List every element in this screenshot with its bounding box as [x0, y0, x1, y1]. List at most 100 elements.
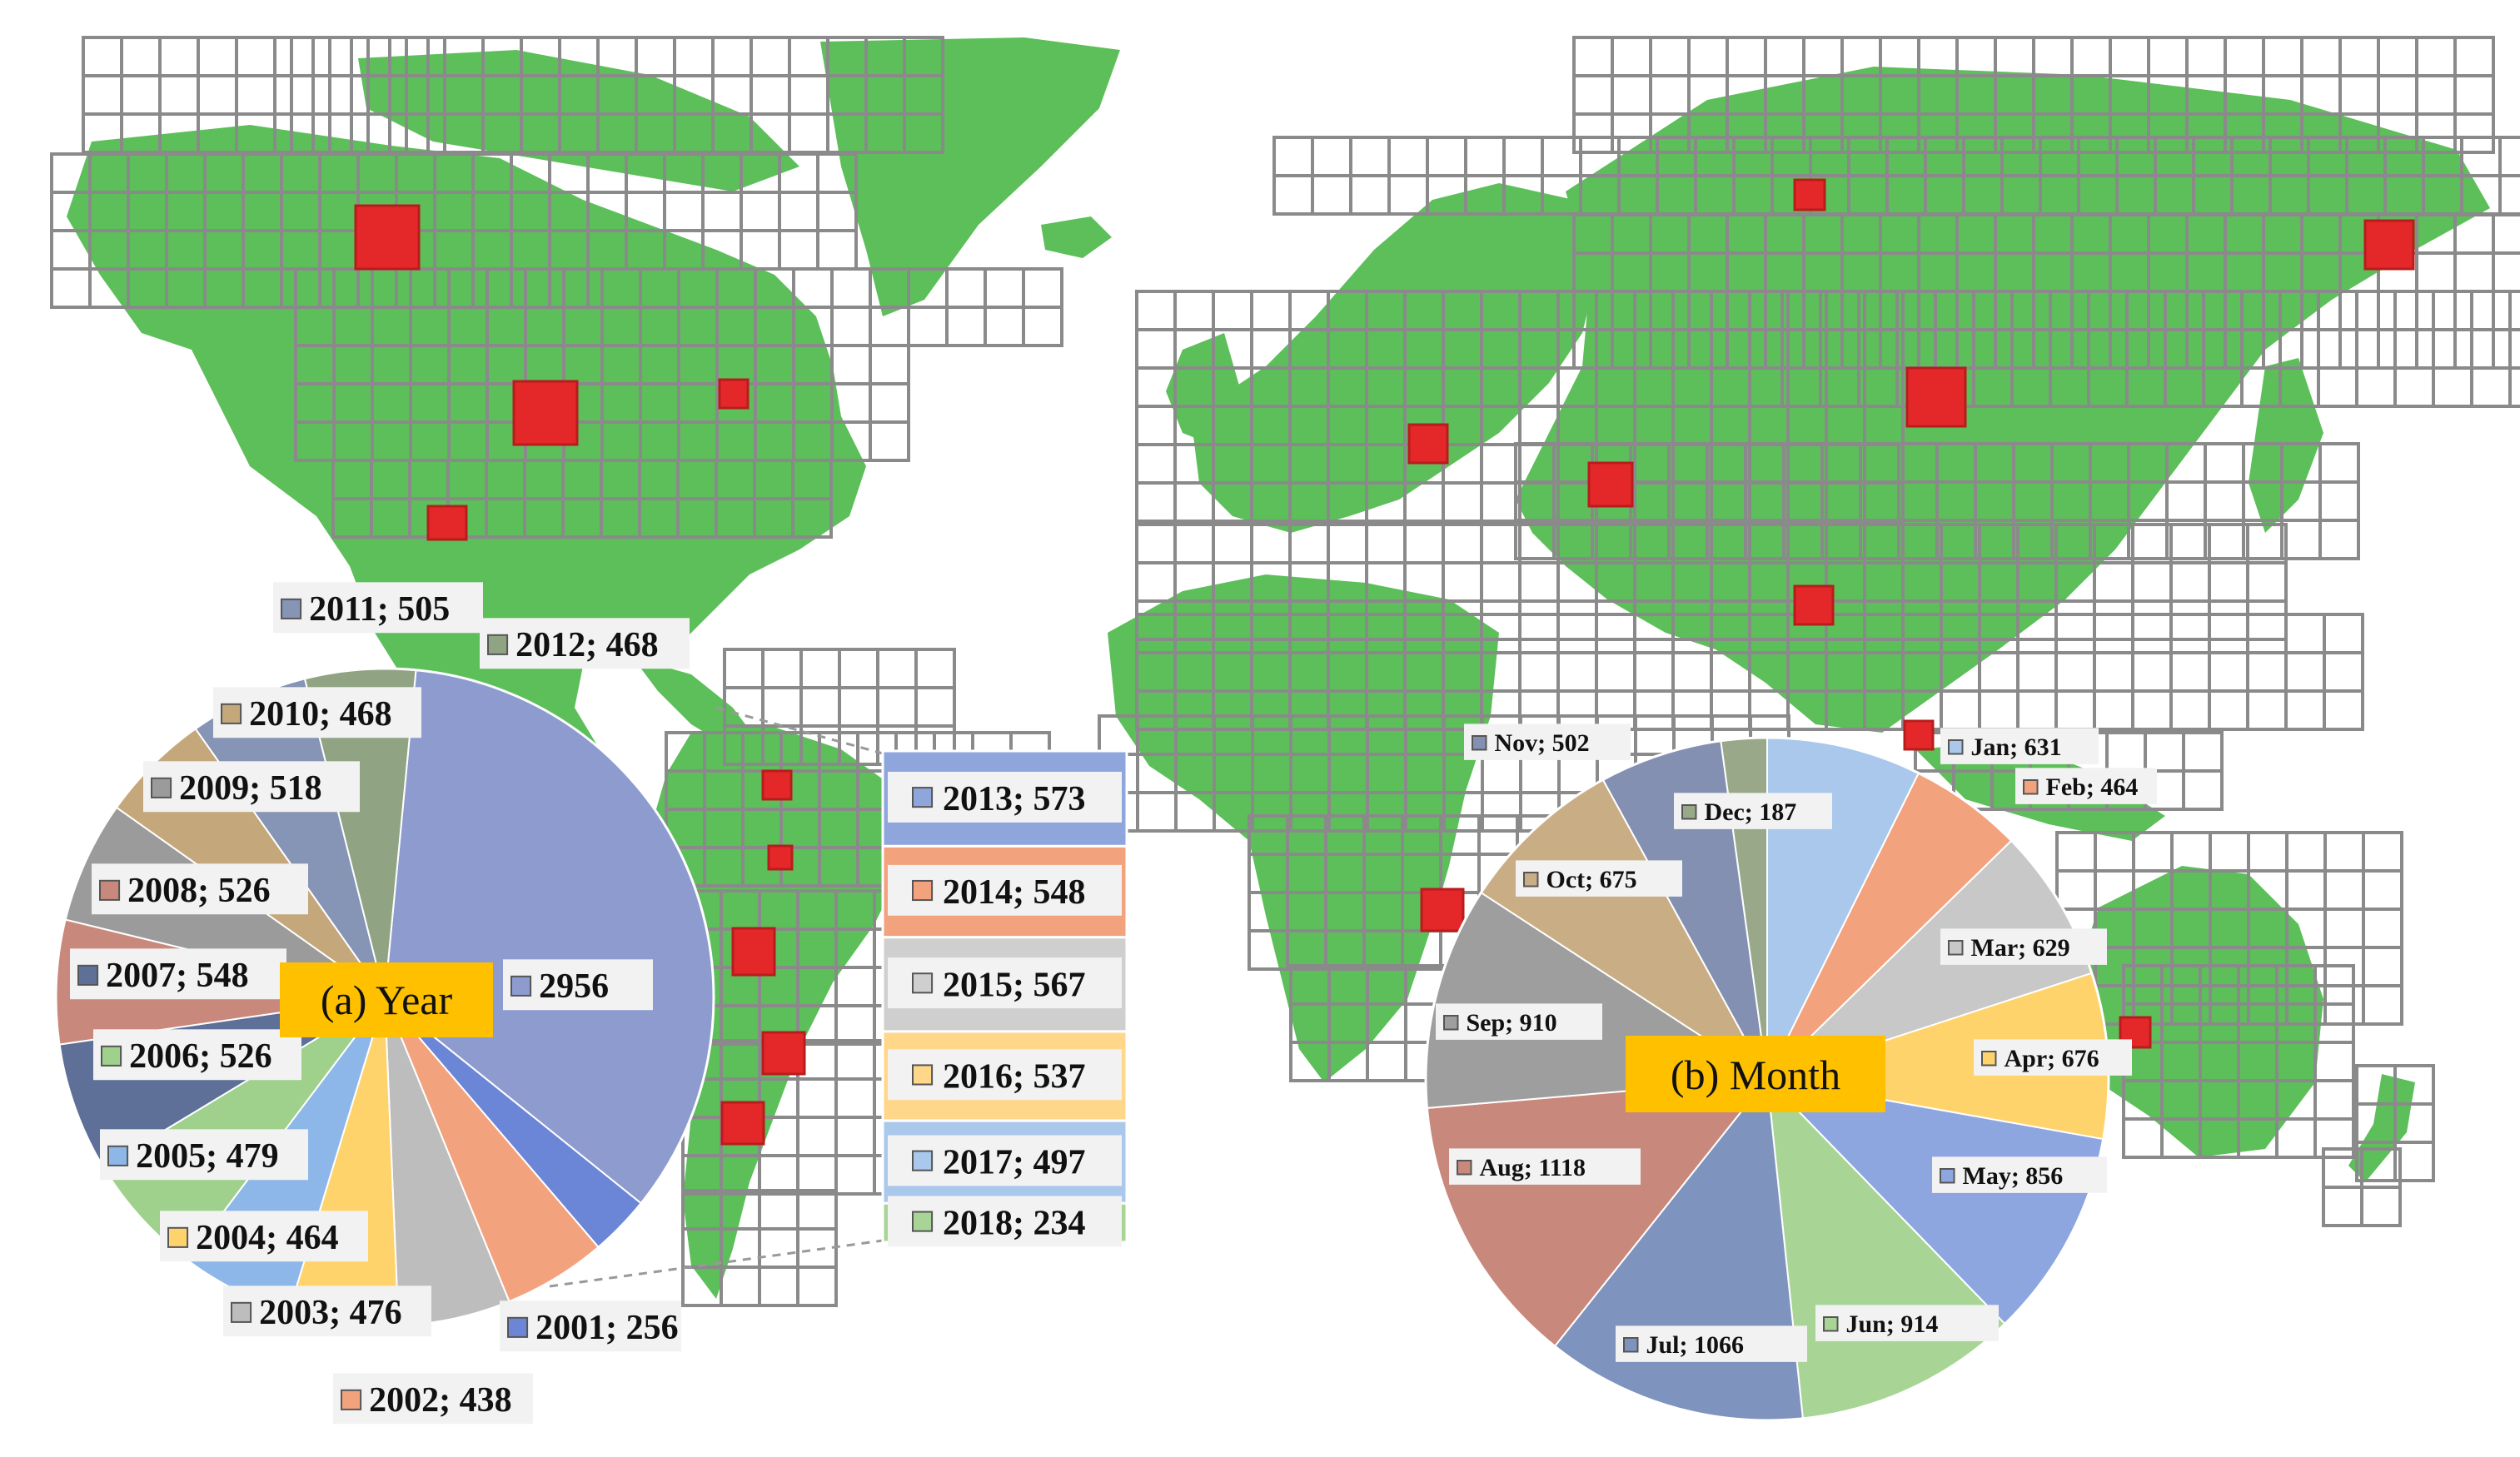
site-marker: [720, 1101, 765, 1146]
grid-cell: [834, 1077, 876, 1119]
slice-label: Mar; 629: [1971, 934, 2070, 962]
legend-swatch: [167, 1226, 189, 1248]
grid-cell: [82, 36, 123, 77]
grid-cell: [2055, 831, 2097, 873]
site-marker: [426, 505, 468, 541]
grid-cell: [761, 686, 803, 728]
grid-cell: [2508, 328, 2520, 370]
grid-cell: [2492, 328, 2520, 370]
slice-label: 2009; 518: [179, 769, 322, 808]
grid-cell: [2470, 366, 2512, 408]
grid-cell: [816, 229, 858, 271]
grid-cell: [2355, 328, 2397, 370]
grid-cell: [2246, 599, 2288, 641]
legend-swatch: [341, 1389, 362, 1410]
site-marker: [1407, 423, 1449, 465]
grid-cell: [740, 191, 781, 232]
grid-cell: [1477, 814, 1519, 856]
greenland: [820, 37, 1120, 316]
slice-label: Apr; 676: [2005, 1045, 2099, 1072]
grid-cell: [311, 74, 353, 116]
british-isles: [1166, 333, 1241, 450]
grid-cell: [2393, 290, 2435, 331]
grid-cell: [1978, 689, 2019, 731]
grid-cell: [1649, 36, 1691, 77]
grid-cell: [1311, 136, 1352, 177]
grid-cell: [2393, 1141, 2435, 1182]
new-zealand: [2348, 1074, 2415, 1182]
slice-label-box: [1932, 1156, 2107, 1193]
slice-label: May; 856: [1963, 1162, 2064, 1190]
slice-label: 2001; 256: [535, 1309, 679, 1347]
grid-cell: [158, 36, 200, 77]
site-marker: [1793, 584, 1835, 626]
legend-swatch: [1523, 872, 1539, 888]
legend-swatch: [1681, 804, 1697, 820]
grid-cell: [723, 648, 764, 689]
grid-cell: [984, 267, 1025, 309]
grid-cell: [1710, 689, 1751, 731]
grid-cell: [673, 36, 715, 77]
grid-cell: [2470, 290, 2512, 331]
year-pie-labels: 2956 2001; 256 2002; 438 2003; 476 2004; 464…: [70, 582, 690, 1425]
grid-cell: [2105, 731, 2147, 773]
grid-cell: [2323, 613, 2364, 654]
grid-cell: [2093, 613, 2134, 654]
slice-label-box: [1516, 860, 1682, 897]
grid-cell: [2360, 1186, 2402, 1227]
month-pie-labels: Jan; 631 Feb; 464 Mar; 629 Apr; 676 May; 856…: [1436, 724, 2157, 1362]
grid-cell: [2470, 328, 2512, 370]
legend-swatch: [1948, 940, 1964, 956]
grid-cell: [2318, 480, 2360, 522]
grid-cell: [1518, 651, 1560, 693]
grid-cell: [2169, 689, 2211, 731]
grid-cell: [2498, 174, 2520, 216]
grid-cell: [635, 36, 676, 77]
legend-swatch: [281, 598, 302, 619]
slice-label: 2005; 479: [136, 1137, 279, 1176]
grid-cell: [758, 1189, 799, 1231]
grid-cell: [1764, 36, 1805, 77]
legend-swatch: [912, 972, 934, 994]
grid-cell: [2224, 36, 2265, 77]
breakout-connector-bottom: [549, 1239, 884, 1288]
grid-cell: [2169, 599, 2211, 641]
month-title: (b) Month: [1671, 1052, 1840, 1098]
grid-cell: [1671, 651, 1713, 693]
site-marker: [1420, 888, 1465, 932]
slice-label: Aug; 1118: [1480, 1154, 1586, 1181]
slice-label-box: [223, 1285, 431, 1337]
grid-cell: [2415, 251, 2457, 293]
grid-cell: [720, 1266, 761, 1307]
grid-cell: [914, 686, 956, 728]
grid-cell: [1135, 561, 1177, 603]
grid-cell: [1519, 753, 1561, 794]
legend-swatch: [1940, 1168, 1955, 1184]
slice-label-box: [500, 1300, 681, 1352]
grid-cell: [758, 1266, 799, 1307]
grid-cell: [2415, 328, 2457, 370]
grid-cell: [2093, 599, 2134, 641]
grid-cell: [778, 229, 819, 271]
grid-cell: [2313, 1117, 2355, 1159]
grid-cell: [2285, 831, 2327, 873]
grid-cell: [2284, 651, 2326, 693]
slice-label-box: [1940, 728, 2099, 764]
slice-label-box: [100, 1129, 308, 1181]
slice-label-box: [160, 1211, 368, 1262]
grid-cell: [796, 1266, 838, 1307]
grid-cell: [2313, 1041, 2355, 1082]
grid-cell: [834, 1154, 876, 1196]
slice-label-box: [273, 582, 483, 634]
grid-cell: [2377, 74, 2418, 116]
grid-cell: [1022, 267, 1063, 309]
grid-cell: [788, 112, 829, 154]
grid-cell: [2393, 328, 2435, 370]
grid-cell: [1556, 651, 1598, 693]
site-marker: [2363, 219, 2415, 271]
legend-swatch: [912, 1211, 934, 1232]
grid-cell: [2054, 613, 2096, 654]
legend-swatch: [507, 1316, 529, 1338]
slice-label: 2003; 476: [259, 1294, 402, 1332]
grid-cell: [2318, 442, 2360, 484]
